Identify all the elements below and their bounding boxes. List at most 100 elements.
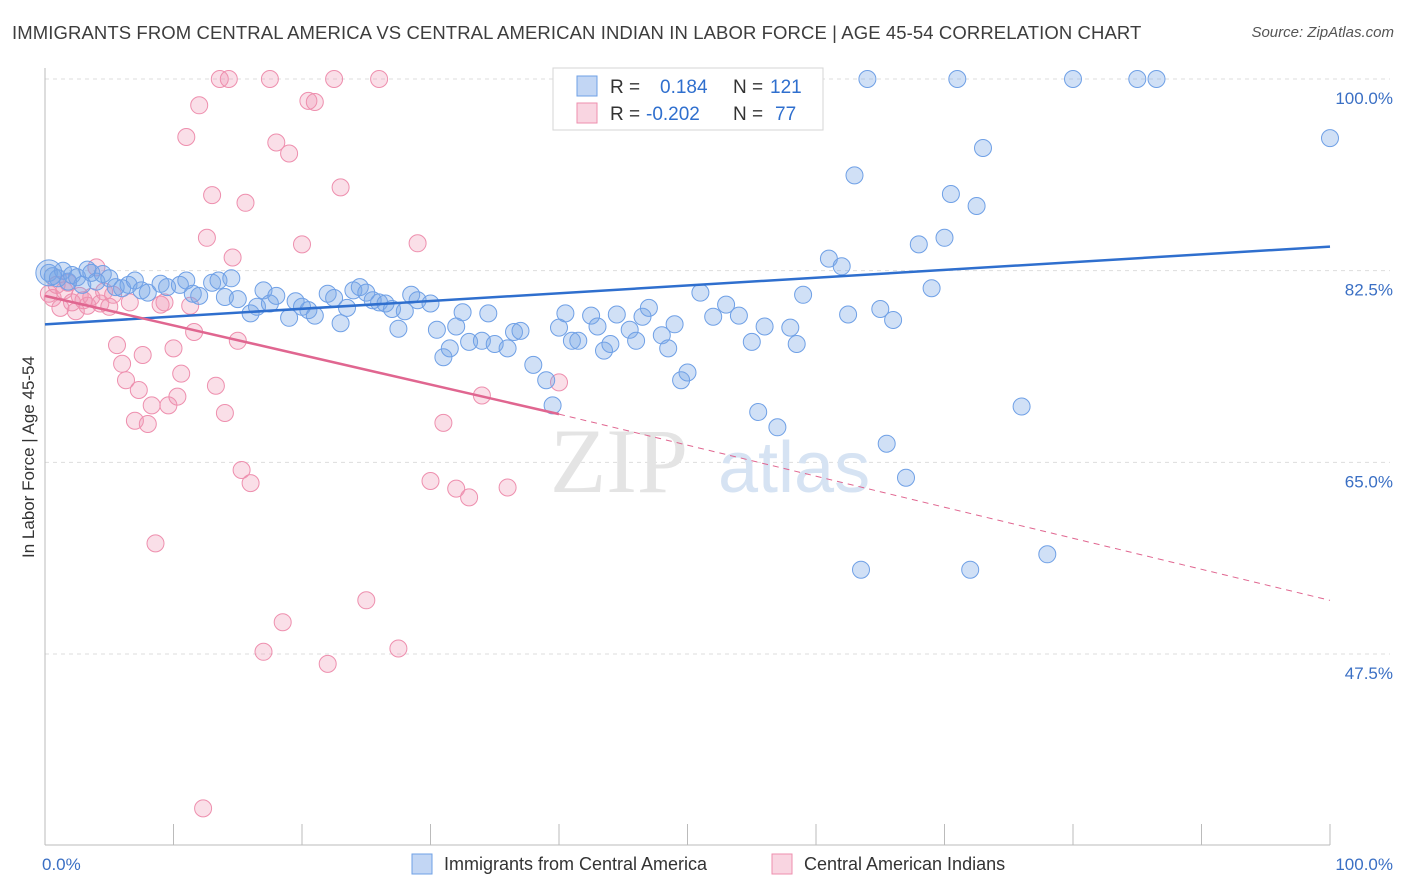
source-credit: Source: ZipAtlas.com — [1251, 24, 1394, 41]
blue-point — [627, 331, 646, 350]
y-axis-label: In Labor Force | Age 45-54 — [19, 356, 38, 558]
pink-point — [194, 799, 213, 818]
pink-point — [331, 178, 350, 197]
pink-point — [133, 346, 152, 364]
legend-label-blue: Immigrants from Central America — [444, 854, 708, 874]
blue-point — [453, 303, 472, 322]
blue-point — [832, 257, 851, 276]
pink-point — [370, 70, 389, 88]
blue-point — [331, 314, 350, 333]
blue-point — [1064, 70, 1082, 88]
blue-point — [228, 290, 247, 309]
blue-point — [524, 355, 543, 374]
blue-point — [267, 286, 286, 305]
blue-point — [659, 339, 678, 358]
pink-point — [113, 354, 132, 373]
y-tick-label: 100.0% — [1335, 89, 1393, 108]
blue-point — [190, 286, 209, 305]
blue-point — [357, 283, 376, 302]
blue-point — [665, 315, 684, 334]
pink-point — [389, 639, 408, 658]
blue-point — [434, 348, 453, 367]
pink-point — [129, 381, 148, 399]
blue-point — [595, 341, 613, 360]
blue-point — [704, 307, 723, 326]
blue-point — [421, 294, 440, 313]
y-tick-labels: 100.0% 82.5% 65.0% 47.5% — [1335, 89, 1393, 683]
blue-point — [909, 235, 928, 254]
pink-point — [177, 128, 196, 146]
pink-point — [117, 371, 135, 390]
legend-label-pink: Central American Indians — [804, 854, 1005, 874]
pink-trend-line — [44, 294, 560, 416]
blue-point — [935, 228, 954, 247]
y-tick-label: 65.0% — [1345, 472, 1393, 491]
blue-point — [652, 326, 671, 345]
pink-point — [138, 415, 157, 433]
blue-point — [125, 271, 144, 290]
pink-point — [273, 613, 292, 632]
blue-point — [749, 403, 768, 421]
stats-pink-n-value: 77 — [775, 104, 796, 125]
stats-swatch-blue — [576, 75, 598, 97]
x-tick-label-min: 0.0% — [42, 855, 81, 874]
blue-point — [1321, 129, 1339, 148]
blue-point — [562, 331, 581, 350]
blue-point — [1147, 70, 1166, 88]
pink-point — [299, 91, 318, 110]
blue-point — [138, 283, 157, 302]
blue-point — [729, 306, 748, 325]
pink-series-points — [39, 70, 568, 818]
chart-title: IMMIGRANTS FROM CENTRAL AMERICA VS CENTR… — [12, 22, 1142, 43]
blue-point — [678, 363, 697, 382]
stats-pink-n-label: N = — [733, 104, 763, 125]
watermark-atlas: atlas — [718, 428, 870, 508]
y-tick-label: 47.5% — [1345, 664, 1393, 683]
pink-point — [108, 336, 126, 355]
blue-point — [498, 339, 517, 358]
blue-point — [427, 320, 446, 339]
y-tick-label: 82.5% — [1345, 281, 1393, 300]
blue-point — [768, 418, 787, 437]
pink-point — [164, 339, 183, 358]
blue-point — [1128, 70, 1147, 88]
stats-blue-n-label: N = — [733, 77, 763, 98]
blue-point — [537, 371, 556, 390]
pink-point — [434, 413, 453, 432]
blue-point — [974, 139, 992, 157]
blue-point — [787, 335, 806, 353]
pink-point — [120, 293, 139, 312]
blue-point — [922, 279, 941, 298]
blue-point — [691, 283, 710, 302]
watermark: ZIP atlas — [550, 410, 870, 512]
pink-point — [260, 70, 279, 88]
blue-point — [460, 332, 479, 351]
blue-point — [338, 298, 356, 317]
pink-point — [408, 234, 427, 253]
blue-point — [505, 323, 523, 341]
blue-point — [781, 318, 800, 337]
blue-point — [755, 317, 774, 336]
pink-point — [421, 472, 440, 490]
pink-point — [241, 474, 260, 493]
pink-point — [293, 235, 311, 254]
stats-blue-r-label: R = — [610, 77, 640, 98]
blue-point — [511, 321, 530, 340]
blue-point — [717, 295, 736, 314]
pink-point — [447, 479, 466, 498]
blue-point — [582, 306, 601, 325]
blue-point — [389, 319, 408, 338]
legend: Immigrants from Central America Central … — [411, 853, 1005, 875]
stats-blue-r-value: 0.184 — [660, 77, 708, 98]
pink-point — [254, 642, 273, 661]
stats-box: R = 0.184 N = 121 R = -0.202 N = 77 — [552, 67, 824, 131]
pink-point — [197, 228, 216, 247]
legend-swatch-blue — [411, 853, 433, 875]
pink-point — [305, 93, 324, 111]
blue-point — [871, 300, 890, 318]
pink-point — [155, 293, 174, 312]
blue-point — [620, 320, 639, 339]
blue-point — [260, 294, 279, 313]
blue-point — [672, 371, 691, 390]
